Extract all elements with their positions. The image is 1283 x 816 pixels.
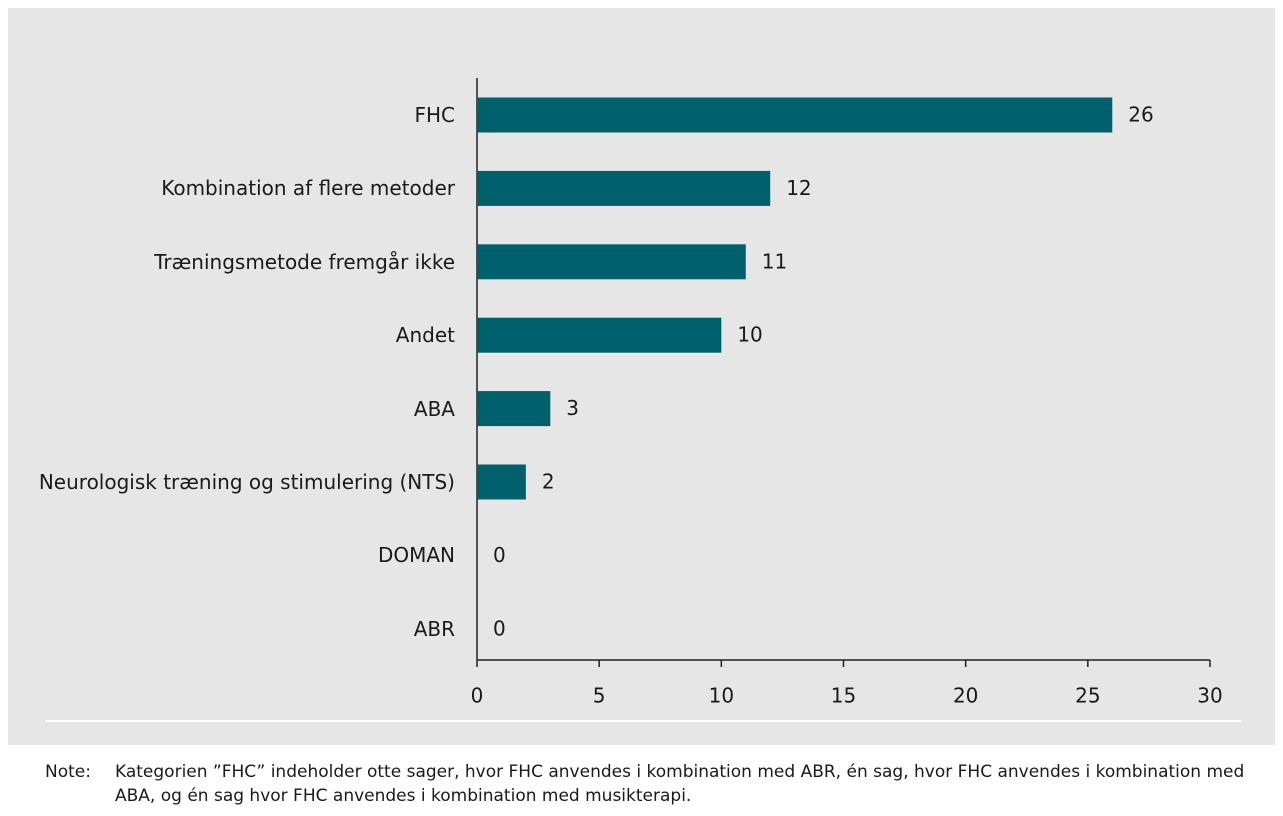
value-label: 0	[493, 616, 506, 640]
y-tick-label: ABR	[413, 616, 455, 641]
y-tick-label: FHC	[414, 103, 455, 127]
bar	[477, 317, 722, 353]
y-tick-label: Træningsmetode fremgår ikke	[154, 249, 455, 274]
value-label: 0	[493, 543, 506, 567]
note-label: Note:	[45, 762, 91, 782]
y-tick-label: Kombination af flere metoder	[161, 176, 455, 201]
x-tick-label: 30	[1197, 684, 1222, 708]
x-tick-label: 10	[709, 684, 734, 708]
y-tick-label: DOMAN	[377, 543, 455, 568]
value-label: 2	[542, 470, 555, 494]
note-text: Kategorien ”FHC” indeholder otte sager, …	[115, 762, 1245, 806]
y-tick-label: Neurologisk træning og stimulering (NTS)	[38, 470, 455, 494]
x-tick-label: 25	[1075, 684, 1100, 708]
bar	[477, 170, 771, 206]
value-label: 26	[1128, 103, 1153, 127]
separator	[45, 720, 1242, 722]
x-tick-label: 5	[593, 684, 606, 708]
bar	[477, 464, 526, 500]
bar	[477, 391, 551, 427]
x-tick-label: 20	[953, 684, 978, 708]
bar	[477, 97, 1113, 133]
value-label: 10	[737, 323, 762, 347]
bar	[477, 244, 746, 280]
value-label: 12	[786, 176, 811, 200]
value-label: 11	[762, 249, 787, 273]
y-tick-label: Andet	[395, 323, 455, 348]
note: Note: Kategorien ”FHC” indeholder otte s…	[45, 760, 1255, 808]
y-tick-label: ABA	[413, 396, 455, 421]
x-tick-label: 0	[471, 684, 484, 708]
x-tick-label: 15	[831, 684, 856, 708]
value-label: 3	[566, 396, 579, 420]
